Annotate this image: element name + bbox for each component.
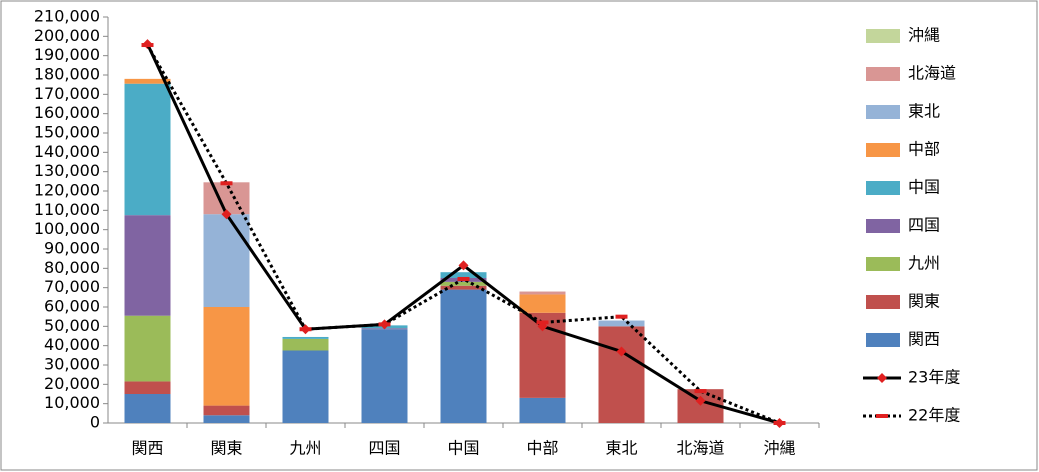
y-tick-label: 190,000 (34, 45, 100, 64)
line-marker (378, 322, 391, 327)
legend-label: 関西 (908, 330, 940, 349)
bar (124, 83, 171, 216)
bar (203, 415, 250, 423)
bar (203, 214, 250, 307)
x-tick-label: 関西 (131, 439, 163, 458)
line-marker (299, 327, 312, 332)
legend-label: 東北 (908, 102, 940, 121)
y-tick-label: 120,000 (34, 181, 100, 200)
y-tick-label: 90,000 (44, 239, 100, 258)
y-tick-label: 20,000 (44, 374, 100, 393)
x-tick-label: 北海道 (676, 439, 724, 458)
legend-label: 中部 (908, 140, 940, 159)
legend-swatch (866, 67, 900, 81)
legend-swatch (866, 295, 900, 309)
y-tick-label: 200,000 (34, 26, 100, 45)
y-tick-label: 140,000 (34, 142, 100, 161)
y-tick-label: 110,000 (34, 200, 100, 219)
legend-swatch (866, 143, 900, 157)
x-tick-label: 四国 (368, 439, 400, 458)
legend-label: 中国 (908, 178, 940, 197)
y-tick-label: 50,000 (44, 316, 100, 335)
bar (440, 281, 487, 286)
y-tick-label: 70,000 (44, 277, 100, 296)
legend-swatch (866, 105, 900, 119)
y-tick-label: 160,000 (34, 103, 100, 122)
legend-swatch (866, 29, 900, 43)
x-tick-label: 九州 (289, 439, 321, 458)
legend-swatch (866, 219, 900, 233)
bar (440, 285, 487, 290)
y-tick-label: 30,000 (44, 355, 100, 374)
bar (124, 78, 171, 84)
y-tick-label: 10,000 (44, 393, 100, 412)
bar (203, 307, 250, 406)
bar (282, 350, 329, 423)
bar (598, 326, 645, 423)
y-tick-label: 100,000 (34, 219, 100, 238)
bar (203, 182, 250, 215)
bar (124, 215, 171, 316)
x-tick-label: 関東 (210, 439, 242, 458)
line-marker (221, 209, 232, 220)
legend-label: 北海道 (908, 64, 956, 83)
bar (519, 294, 566, 313)
legend-marker (877, 373, 887, 383)
bar (203, 405, 250, 416)
line-marker (773, 421, 786, 425)
line-marker (220, 181, 233, 186)
line-marker (458, 260, 469, 271)
line-marker (457, 276, 470, 281)
legend-label: 四国 (908, 216, 940, 235)
y-tick-label: 130,000 (34, 161, 100, 180)
bar (519, 291, 566, 295)
line-marker (141, 43, 154, 48)
y-tick-label: 40,000 (44, 335, 100, 354)
bar (598, 320, 645, 327)
x-tick-label: 中部 (526, 439, 558, 458)
y-tick-label: 0 (90, 413, 100, 432)
y-tick-label: 210,000 (34, 7, 100, 26)
x-tick-label: 東北 (605, 439, 637, 458)
y-tick-label: 170,000 (34, 84, 100, 103)
y-tick-label: 150,000 (34, 123, 100, 142)
legend-swatch (866, 257, 900, 271)
bar (519, 397, 566, 423)
bar (440, 289, 487, 423)
bar (124, 394, 171, 423)
legend-marker (876, 414, 888, 418)
y-tick-label: 180,000 (34, 65, 100, 84)
legend-label: 22年度 (908, 406, 960, 425)
bar (282, 336, 329, 339)
y-tick-label: 80,000 (44, 258, 100, 277)
legend-label: 23年度 (908, 368, 960, 387)
line-marker (695, 395, 706, 406)
bar (124, 381, 171, 394)
line-marker (536, 320, 549, 325)
bar (440, 272, 487, 278)
legend-swatch (866, 181, 900, 195)
x-tick-label: 沖縄 (763, 439, 795, 458)
bar (361, 329, 408, 423)
line-marker (616, 346, 627, 357)
bar (124, 315, 171, 382)
bar (282, 338, 329, 351)
y-tick-label: 60,000 (44, 297, 100, 316)
x-tick-label: 中国 (447, 439, 479, 458)
legend-swatch (866, 333, 900, 347)
legend-label: 九州 (908, 254, 940, 273)
legend-label: 関東 (908, 292, 940, 311)
line-marker (694, 389, 707, 394)
line-marker (615, 314, 628, 319)
legend-label: 沖縄 (908, 26, 940, 45)
